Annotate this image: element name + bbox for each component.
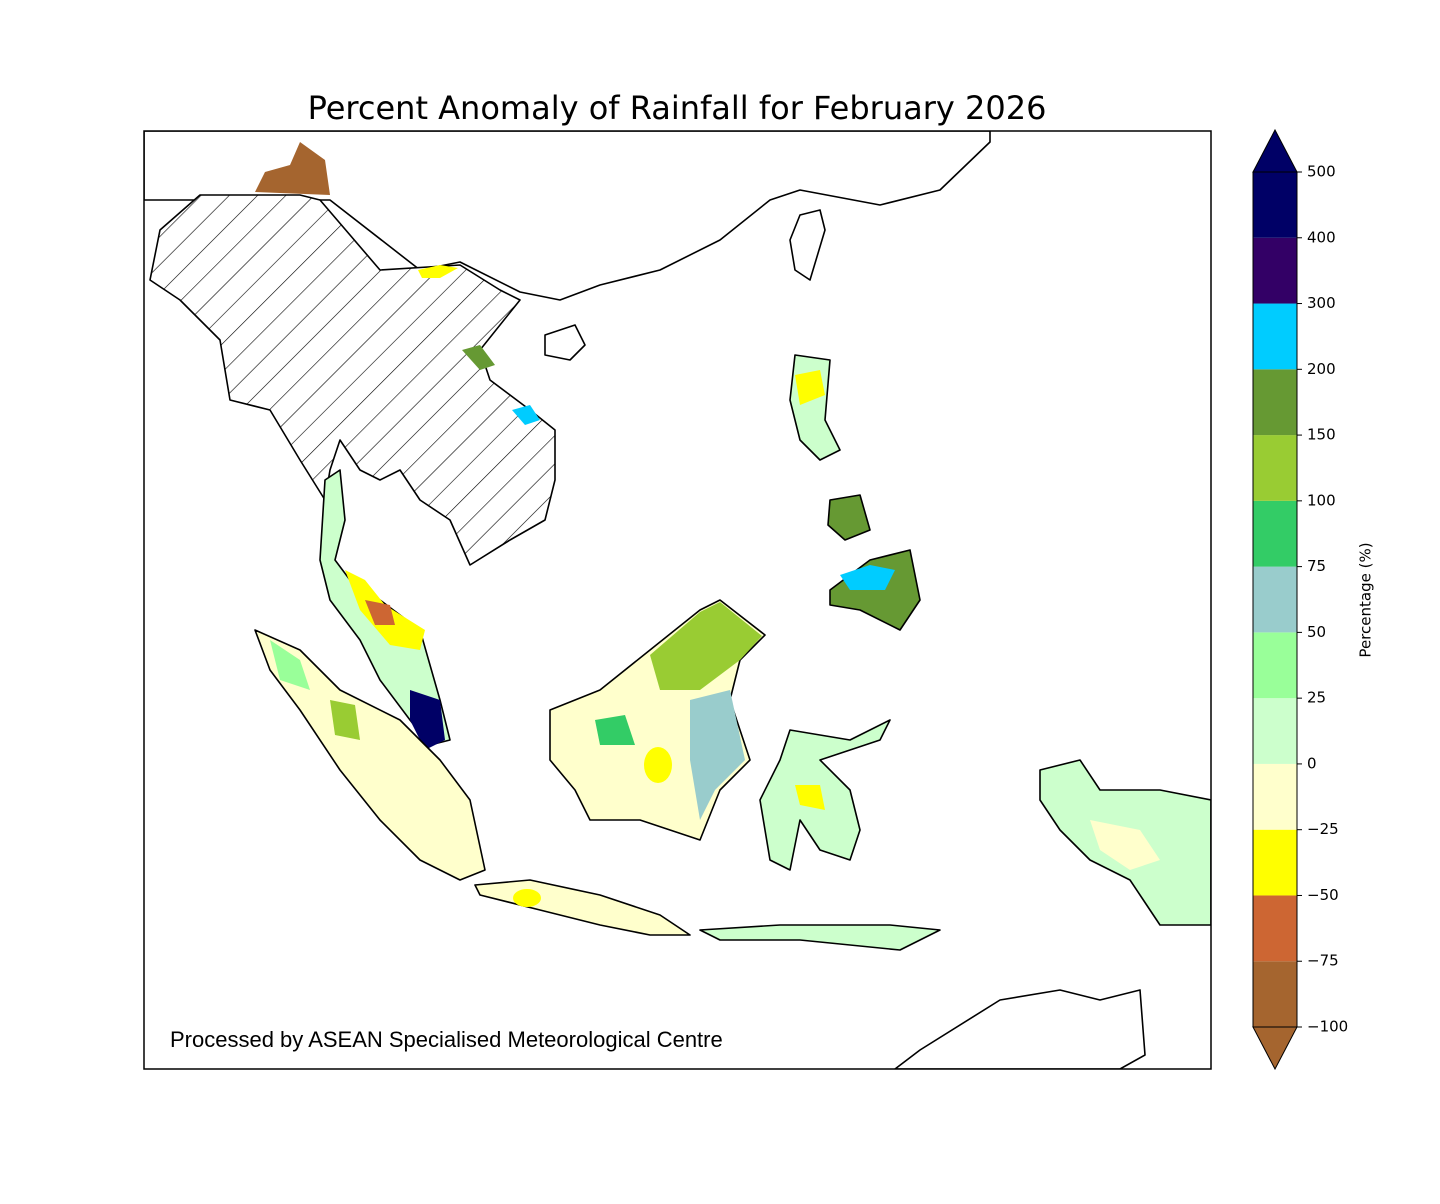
region-dry xyxy=(795,370,825,405)
sulawesi xyxy=(759,719,891,871)
colorbar-tick-label: 0 xyxy=(1307,754,1317,772)
region-wet xyxy=(512,405,540,425)
colorbar-tick-label: 400 xyxy=(1307,228,1336,246)
region-dry xyxy=(795,785,825,810)
visayas xyxy=(827,494,871,541)
map-area xyxy=(144,131,1211,1069)
colorbar-label: Percentage (%) xyxy=(1357,542,1375,657)
region-dry xyxy=(255,142,330,195)
colorbar-segment xyxy=(1253,566,1297,633)
map-frame xyxy=(143,130,1212,1070)
map-title: Percent Anomaly of Rainfall for February… xyxy=(308,89,1047,127)
indochina xyxy=(149,194,556,566)
region-wet xyxy=(410,690,445,750)
colorbar-tick-label: 50 xyxy=(1307,623,1326,641)
sumatra xyxy=(254,629,486,881)
colorbar-outline xyxy=(1252,171,1298,1028)
colorbar-segment xyxy=(1253,500,1297,567)
taiwan xyxy=(789,209,826,281)
colorbar-tick-label: 500 xyxy=(1307,163,1336,181)
colorbar-segment xyxy=(1253,763,1297,830)
colorbar-segment xyxy=(1253,698,1297,764)
region-wet xyxy=(330,700,360,740)
china xyxy=(144,131,991,301)
colorbar-segment xyxy=(1253,303,1297,370)
colorbar-tick-label: −100 xyxy=(1307,1018,1348,1036)
colorbar-segment xyxy=(1253,369,1297,436)
region-wet xyxy=(650,602,762,690)
annotation: Processed by ASEAN Specialised Meteorolo… xyxy=(170,1027,723,1052)
region-dry xyxy=(513,889,541,907)
colorbar-extend-high xyxy=(1252,128,1298,173)
colorbar-tick-label: 100 xyxy=(1307,491,1336,509)
colorbar-segment xyxy=(1253,895,1297,962)
colorbar-segment xyxy=(1253,172,1297,238)
colorbar-tick-label: 25 xyxy=(1307,689,1326,707)
colorbar-tick-label: 300 xyxy=(1307,294,1336,312)
colorbar-tick-label: 150 xyxy=(1307,426,1336,444)
region-dry xyxy=(365,600,395,625)
colorbar-extend-low xyxy=(1252,1026,1298,1071)
region-wet xyxy=(270,640,310,690)
colorbar-segment xyxy=(1253,961,1297,1027)
region-dry xyxy=(1090,820,1160,870)
region-wet xyxy=(462,345,495,370)
hainan xyxy=(544,324,586,361)
region-wet xyxy=(595,715,635,745)
colorbar-tick-label: −25 xyxy=(1307,820,1339,838)
colorbar-tick-label: −50 xyxy=(1307,886,1339,904)
colorbar-tick-label: 200 xyxy=(1307,360,1336,378)
region-dry xyxy=(418,265,458,278)
region-wet xyxy=(690,690,745,820)
colorbar-segment xyxy=(1253,237,1297,304)
region-dry xyxy=(644,747,672,783)
colorbar-tick-label: 75 xyxy=(1307,557,1326,575)
colorbar-segment xyxy=(1253,632,1297,699)
colorbar-segment xyxy=(1253,435,1297,501)
lesser-sunda xyxy=(699,924,941,951)
colorbar-segment xyxy=(1253,829,1297,896)
colorbar-tick-label: −75 xyxy=(1307,952,1339,970)
region-wet xyxy=(840,565,895,590)
colorbar: −100 −75 −50 −25 0 25 50 75 100 150 200 300 400 500 xyxy=(1252,128,1348,1071)
australia xyxy=(894,989,1146,1069)
